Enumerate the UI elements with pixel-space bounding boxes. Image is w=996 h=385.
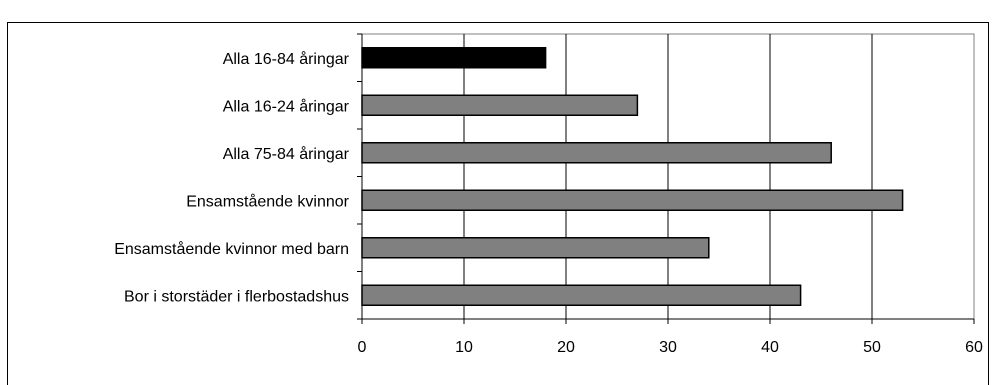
bar-4 (361, 237, 710, 259)
x-tick-label-5: 50 (863, 339, 881, 356)
category-label-4: Ensamstående kvinnor med barn (114, 240, 349, 258)
category-label-3: Ensamstående kvinnor (186, 192, 349, 210)
bar-5 (361, 284, 802, 306)
x-tick-label-6: 60 (965, 339, 983, 356)
x-tick-label-0: 0 (358, 339, 367, 356)
category-label-2: Alla 75-84 åringar (223, 145, 350, 163)
bar-3 (361, 189, 904, 211)
bar-1 (361, 94, 639, 116)
bar-2 (361, 142, 832, 164)
x-tick-label-4: 40 (761, 339, 779, 356)
bar-0 (361, 47, 547, 69)
category-label-1: Alla 16-24 åringar (223, 97, 350, 115)
category-label-0: Alla 16-84 åringar (223, 50, 350, 68)
plot-area: 0 10 20 30 40 50 60 Alla 16-84 åringar Alla 16-2… (114, 33, 983, 356)
x-tick-label-3: 30 (659, 339, 677, 356)
x-tick-label-1: 10 (455, 339, 473, 356)
category-label-5: Bor i storstäder i flerbostadshus (124, 288, 349, 305)
x-tick-label-2: 20 (557, 339, 575, 356)
